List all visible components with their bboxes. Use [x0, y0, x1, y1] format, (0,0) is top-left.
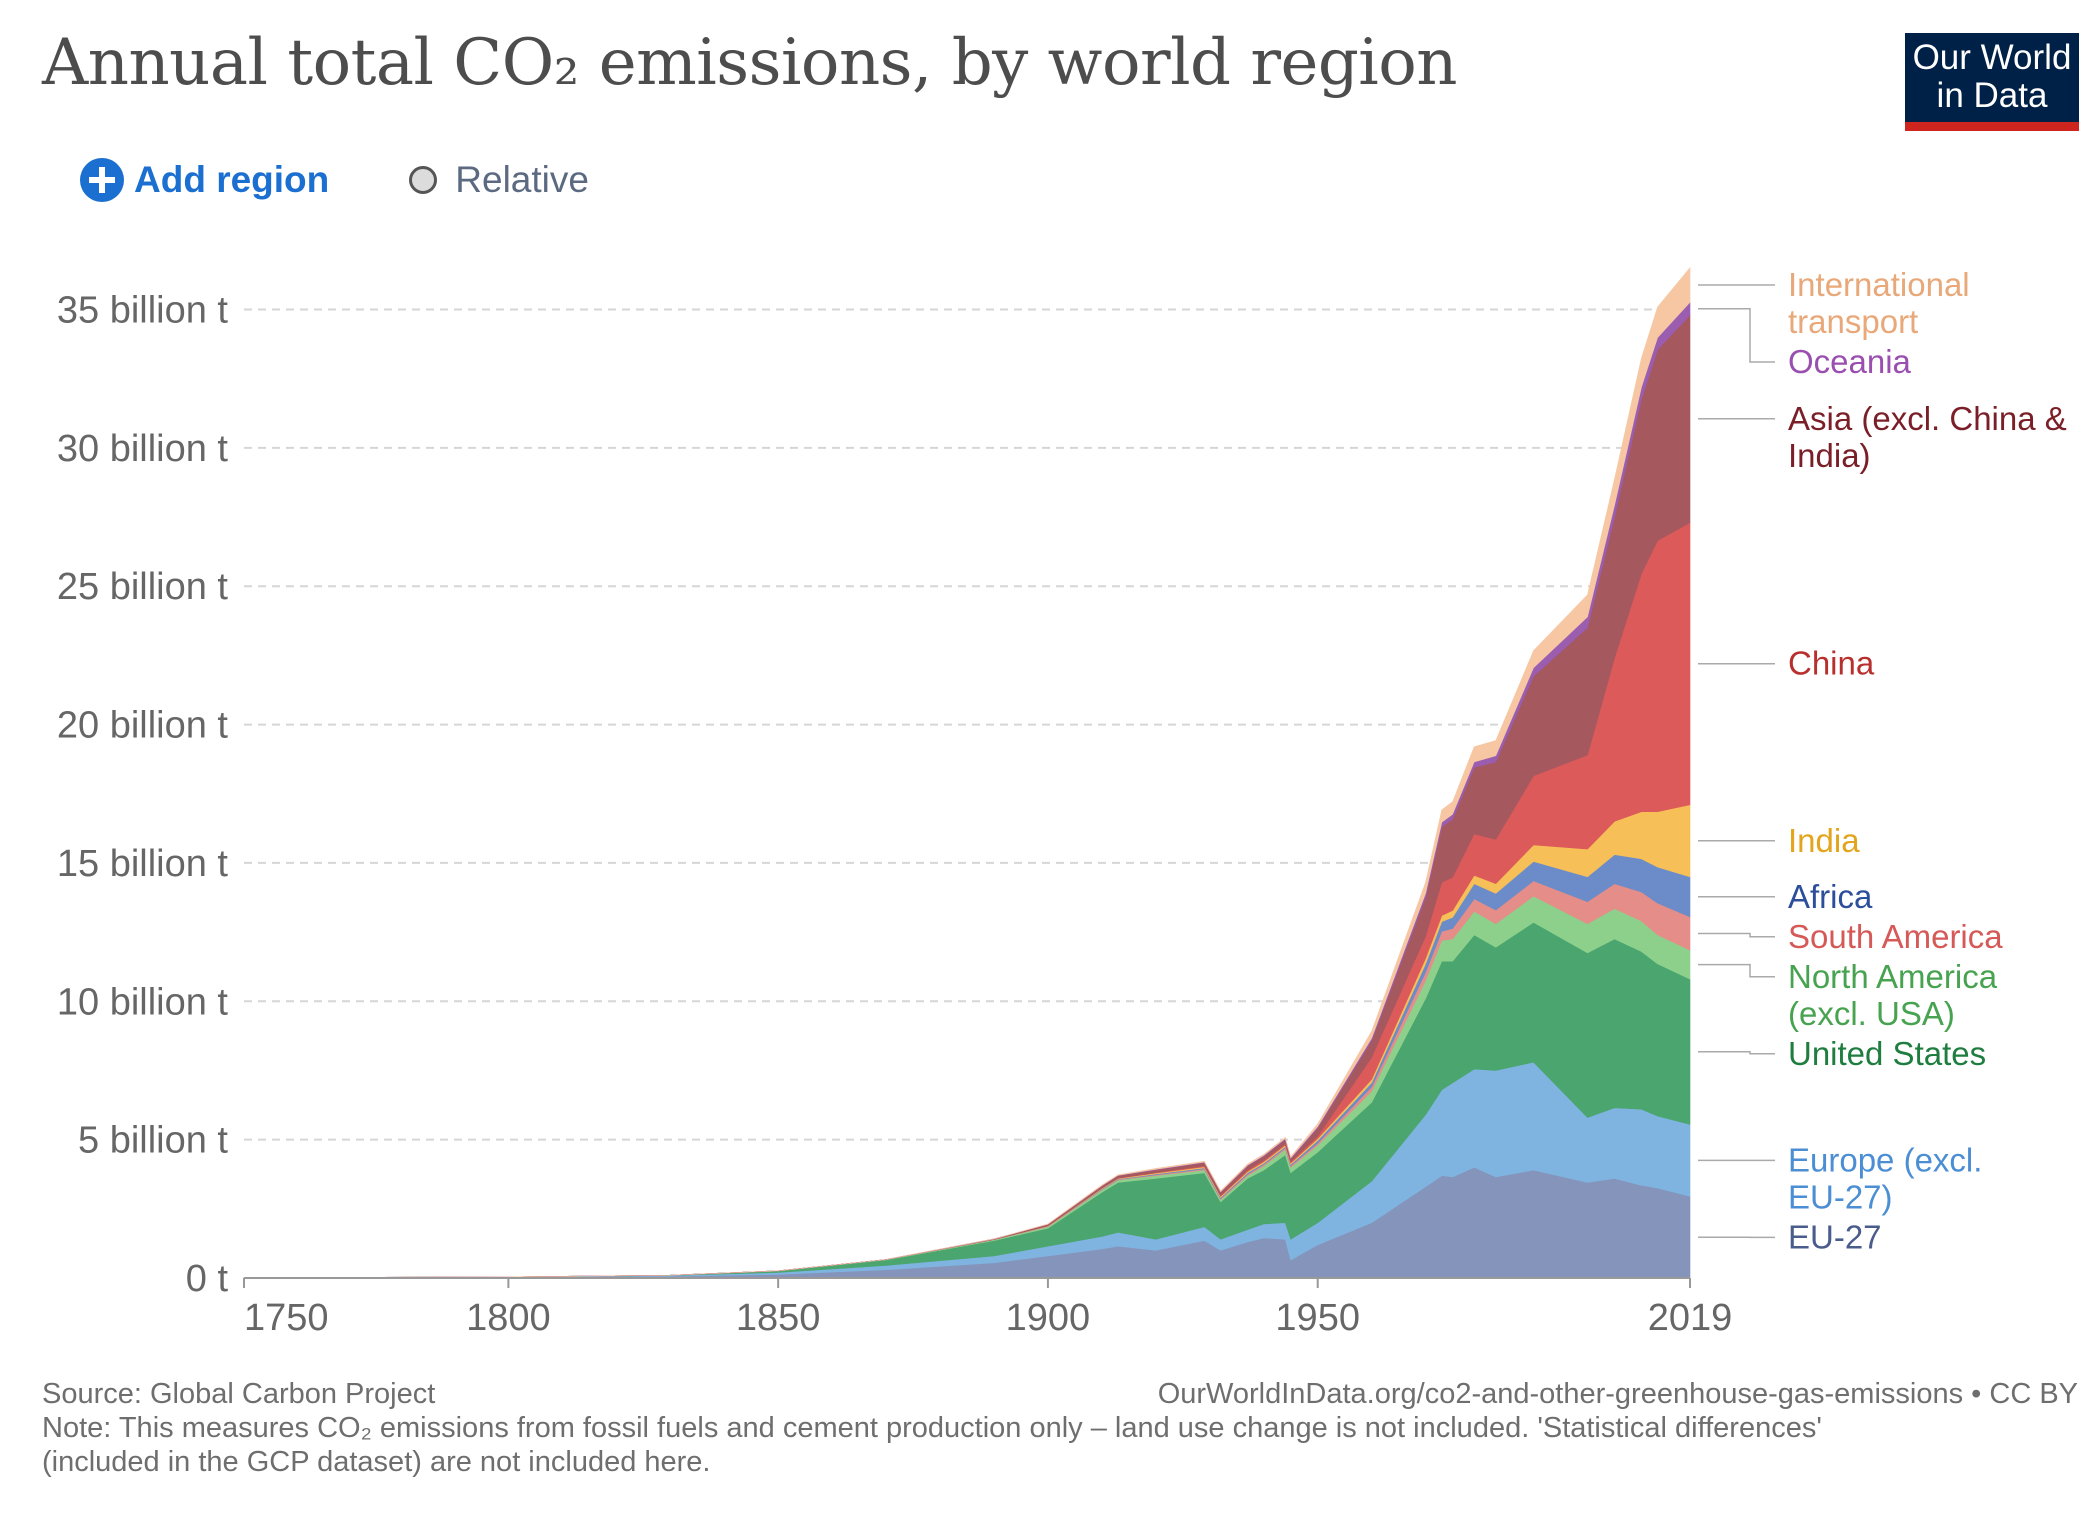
legend-label[interactable]: India) [1788, 437, 1871, 474]
relative-label: Relative [455, 159, 589, 200]
axes: 0 t 5 billion t 10 billion t 15 billion t 20… [57, 290, 1732, 1339]
area-international-transport[interactable] [243, 266, 1691, 1278]
legend-label[interactable]: Europe (excl. [1788, 1141, 1982, 1178]
legend-label[interactable]: Asia (excl. China & [1788, 400, 2067, 437]
x-tick-label: 1800 [466, 1297, 551, 1339]
owid-logo[interactable]: Our World in Data [1905, 33, 2079, 131]
y-tick-label: 0 t [186, 1258, 229, 1300]
legend-label[interactable]: International [1788, 266, 1970, 303]
relative-toggle[interactable]: Relative [409, 159, 589, 201]
source-url-link[interactable]: OurWorldInData.org/co2-and-other-greenho… [1157, 1378, 2078, 1410]
legend-label[interactable]: EU-27) [1788, 1178, 1893, 1215]
legend-label[interactable]: Oceania [1788, 343, 1912, 380]
chart-title: Annual total CO₂ emissions, by world reg… [42, 26, 1458, 100]
x-tick-label: 1750 [244, 1297, 329, 1339]
stacked-area-chart: 0 t 5 billion t 10 billion t 15 billion t 20… [57, 266, 2067, 1339]
legend-label[interactable]: transport [1788, 303, 1918, 340]
add-region-button[interactable]: Add region [80, 158, 329, 202]
legend-connector [1698, 307, 1775, 363]
legend-label[interactable]: China [1788, 645, 1875, 682]
x-tick-label: 1900 [1006, 1297, 1091, 1339]
radio-icon[interactable] [409, 166, 438, 194]
y-tick-label: 25 billion t [57, 566, 229, 608]
source-text: Source: Global Carbon Project [42, 1378, 436, 1410]
legend-label[interactable]: India [1788, 822, 1860, 859]
logo-line-2: in Data [1936, 76, 2048, 115]
logo-line-1: Our World [1912, 38, 2072, 77]
x-tick-label: 1950 [1275, 1297, 1360, 1339]
legend-connector [1698, 1051, 1775, 1055]
area-series [243, 266, 1691, 1279]
y-tick-label: 35 billion t [57, 290, 229, 332]
legend-label[interactable]: United States [1788, 1035, 1986, 1072]
plus-circle-icon [80, 158, 124, 202]
legend-label[interactable]: South America [1788, 918, 2003, 955]
legend-connector [1698, 932, 1775, 938]
legend-label[interactable]: North America [1788, 958, 1998, 995]
y-tick-label: 5 billion t [78, 1120, 228, 1162]
y-tick-label: 20 billion t [57, 705, 229, 747]
legend-label[interactable]: (excl. USA) [1788, 995, 1955, 1032]
x-tick-label: 2019 [1648, 1297, 1733, 1339]
chart-controls: Add region Relative [80, 155, 589, 205]
y-tick-label: 30 billion t [57, 428, 229, 470]
legend-label[interactable]: EU-27 [1788, 1218, 1882, 1255]
legend-label[interactable]: Africa [1788, 878, 1873, 915]
x-tick-label: 1850 [736, 1297, 821, 1339]
add-region-label: Add region [134, 159, 330, 200]
y-tick-label: 10 billion t [57, 981, 229, 1023]
note-text: Note: This measures CO₂ emissions from f… [42, 1412, 1822, 1478]
y-tick-label: 15 billion t [57, 843, 229, 885]
legend-connector [1698, 963, 1775, 978]
